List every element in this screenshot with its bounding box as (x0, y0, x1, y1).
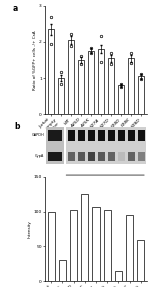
Y-axis label: Ratio of %GFP+ cells -/+ CsA: Ratio of %GFP+ cells -/+ CsA (33, 30, 37, 90)
Bar (108, 130, 115, 141)
Bar (138, 76, 144, 114)
Bar (66, 127, 147, 164)
Bar (108, 58, 114, 114)
Y-axis label: Intensity: Intensity (27, 220, 31, 238)
Bar (88, 152, 95, 161)
Bar (137, 240, 144, 281)
Bar (126, 215, 133, 281)
Bar (92, 207, 100, 281)
Bar (98, 130, 105, 141)
Text: GAPDH: GAPDH (31, 133, 44, 137)
Bar (88, 130, 95, 141)
Text: b: b (14, 122, 20, 131)
Bar (118, 85, 124, 114)
Bar (68, 130, 75, 141)
Bar (88, 51, 94, 114)
Bar (81, 194, 88, 281)
Bar (118, 130, 125, 141)
Bar (128, 58, 134, 114)
Bar (48, 130, 62, 141)
Bar (138, 130, 145, 141)
Bar (115, 271, 122, 281)
Bar (78, 60, 84, 114)
Text: a: a (12, 3, 18, 13)
Bar (78, 130, 85, 141)
Bar (46, 127, 64, 164)
Bar (58, 78, 64, 114)
Text: CypA: CypA (35, 154, 44, 158)
Bar (68, 40, 74, 114)
Bar (68, 152, 75, 161)
Bar (128, 130, 135, 141)
Bar (59, 260, 66, 281)
Bar (48, 212, 55, 281)
Bar (98, 49, 104, 114)
Bar (48, 29, 54, 114)
Bar (108, 152, 115, 161)
Bar (78, 152, 85, 161)
Bar (98, 152, 105, 161)
Text: PPin-/- complemented with CypA: PPin-/- complemented with CypA (73, 183, 137, 187)
Bar (70, 210, 77, 281)
Bar (118, 152, 125, 161)
Bar (138, 152, 145, 161)
Bar (128, 152, 135, 161)
Bar (48, 152, 62, 161)
Bar (103, 210, 111, 281)
